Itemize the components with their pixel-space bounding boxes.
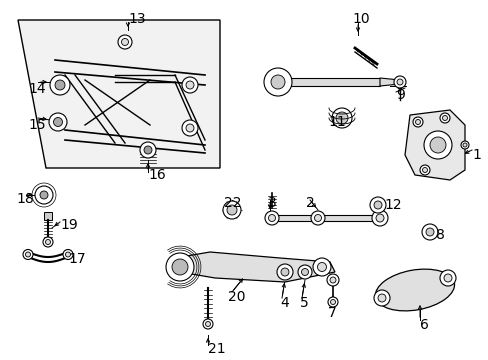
Circle shape (375, 214, 383, 222)
Circle shape (185, 81, 194, 89)
Circle shape (25, 252, 30, 257)
Circle shape (35, 186, 53, 204)
Circle shape (297, 265, 311, 279)
Circle shape (369, 197, 385, 213)
Circle shape (268, 215, 275, 221)
Text: 20: 20 (227, 290, 245, 304)
Circle shape (371, 210, 387, 226)
Text: 17: 17 (68, 252, 85, 266)
Text: 10: 10 (351, 12, 369, 26)
Text: 15: 15 (28, 118, 45, 132)
Circle shape (63, 249, 73, 260)
Text: 6: 6 (419, 318, 428, 332)
Circle shape (460, 141, 468, 149)
Text: 14: 14 (28, 82, 45, 96)
Circle shape (312, 258, 330, 276)
Circle shape (443, 274, 451, 282)
Circle shape (415, 120, 420, 125)
Circle shape (270, 75, 285, 89)
Text: 2: 2 (305, 196, 314, 210)
Polygon shape (278, 78, 379, 86)
Circle shape (185, 124, 194, 132)
Circle shape (182, 77, 198, 93)
Circle shape (317, 262, 326, 271)
Circle shape (121, 39, 128, 45)
Text: 5: 5 (299, 296, 308, 310)
Circle shape (23, 249, 33, 260)
Circle shape (264, 211, 279, 225)
Circle shape (326, 274, 338, 286)
Circle shape (412, 117, 422, 127)
Circle shape (439, 113, 449, 123)
Text: 22: 22 (224, 196, 241, 210)
Text: 4: 4 (280, 296, 288, 310)
Circle shape (335, 112, 347, 124)
Circle shape (276, 264, 292, 280)
Ellipse shape (375, 269, 454, 311)
Circle shape (439, 270, 455, 286)
Circle shape (118, 35, 132, 49)
Text: 9: 9 (395, 88, 404, 102)
Circle shape (314, 215, 321, 221)
Circle shape (226, 205, 237, 215)
Circle shape (43, 237, 53, 247)
Circle shape (377, 294, 385, 302)
Text: 1: 1 (471, 148, 480, 162)
Polygon shape (44, 212, 52, 220)
Circle shape (182, 120, 198, 136)
Circle shape (425, 228, 433, 236)
Text: 19: 19 (60, 218, 78, 232)
Circle shape (45, 239, 50, 244)
Polygon shape (18, 20, 220, 168)
Circle shape (172, 259, 187, 275)
Circle shape (442, 116, 447, 121)
Circle shape (49, 113, 67, 131)
Circle shape (143, 146, 152, 154)
Circle shape (373, 201, 381, 209)
Text: 8: 8 (435, 228, 444, 242)
Circle shape (310, 211, 325, 225)
Polygon shape (379, 78, 399, 86)
Circle shape (65, 252, 70, 257)
Circle shape (419, 165, 429, 175)
Circle shape (393, 76, 405, 88)
Circle shape (462, 143, 466, 147)
Circle shape (373, 290, 389, 306)
Circle shape (429, 137, 445, 153)
Circle shape (396, 79, 402, 85)
Circle shape (330, 300, 335, 305)
Circle shape (422, 167, 427, 172)
Circle shape (281, 268, 288, 276)
Circle shape (327, 297, 337, 307)
Circle shape (40, 191, 48, 199)
Circle shape (203, 319, 213, 329)
Circle shape (50, 75, 70, 95)
Circle shape (423, 131, 451, 159)
Text: 18: 18 (16, 192, 34, 206)
Circle shape (205, 321, 210, 327)
Text: 11: 11 (327, 115, 345, 129)
Circle shape (53, 117, 62, 126)
Text: 16: 16 (148, 168, 165, 182)
Circle shape (331, 108, 351, 128)
Text: 21: 21 (207, 342, 225, 356)
Text: 7: 7 (327, 306, 336, 320)
Circle shape (223, 201, 241, 219)
Circle shape (165, 253, 194, 281)
Circle shape (329, 277, 335, 283)
Circle shape (421, 224, 437, 240)
Text: 13: 13 (128, 12, 145, 26)
Polygon shape (170, 252, 334, 282)
Circle shape (140, 142, 156, 158)
Circle shape (264, 68, 291, 96)
Text: 3: 3 (267, 196, 276, 210)
Polygon shape (271, 215, 379, 221)
Polygon shape (404, 110, 464, 180)
Circle shape (301, 269, 308, 275)
Text: 12: 12 (383, 198, 401, 212)
Circle shape (55, 80, 65, 90)
